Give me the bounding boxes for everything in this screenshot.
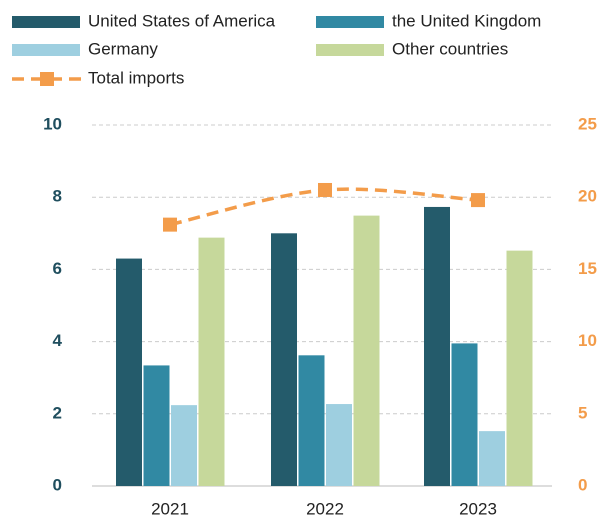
x-tick-label: 2022 [306, 499, 344, 518]
y-tick-label: 0 [53, 475, 62, 494]
bar [198, 237, 225, 486]
marker [163, 217, 177, 232]
y-tick-label: 2 [53, 403, 62, 422]
legend-swatch [316, 16, 384, 28]
bar [506, 250, 533, 486]
y-tick-label: 10 [43, 114, 62, 133]
legend-label: Other countries [392, 39, 508, 58]
x-tick-label: 2021 [151, 499, 189, 518]
bar [479, 431, 505, 486]
legend-label: the United Kingdom [392, 11, 541, 30]
legend-label: Germany [88, 39, 158, 58]
marker [471, 193, 485, 208]
marker [318, 182, 332, 197]
y2-tick-label: 20 [578, 187, 597, 206]
legend-label: United States of America [88, 11, 276, 30]
legend-marker [40, 72, 54, 86]
y2-tick-label: 15 [578, 259, 597, 278]
x-tick-label: 2023 [459, 499, 497, 518]
legend-swatch [12, 16, 80, 28]
bar [271, 233, 297, 486]
bar [424, 206, 450, 486]
legend-swatch [12, 44, 80, 56]
bar [451, 343, 478, 486]
legend-swatch [316, 44, 384, 56]
bar [298, 355, 325, 486]
y2-tick-label: 5 [578, 403, 587, 422]
bar [116, 258, 142, 486]
y2-tick-label: 10 [578, 331, 597, 350]
bar [326, 404, 352, 486]
y-tick-label: 4 [53, 331, 63, 350]
bar [353, 215, 380, 486]
y2-tick-label: 0 [578, 475, 587, 494]
y-tick-label: 6 [53, 259, 62, 278]
y2-tick-label: 25 [578, 114, 597, 133]
y-tick-label: 8 [53, 187, 62, 206]
bar [171, 405, 197, 486]
legend-label: Total imports [88, 68, 184, 87]
bar [143, 365, 170, 486]
